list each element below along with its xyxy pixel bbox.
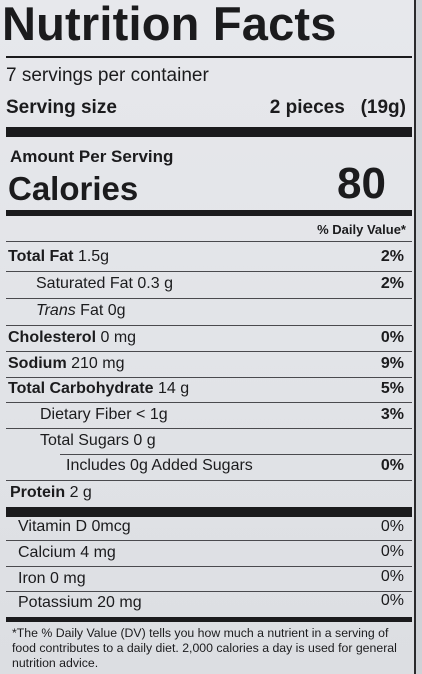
medium-divider <box>6 617 412 622</box>
divider <box>6 402 412 403</box>
nutrient-trans-fat: Trans Fat 0g <box>36 302 126 319</box>
dv-added-sugars: 0% <box>380 457 404 474</box>
dv-cholesterol: 0% <box>380 329 404 346</box>
label-title: Nutrition Facts <box>2 0 337 50</box>
label-border-edge <box>414 0 422 674</box>
divider <box>6 377 412 378</box>
dv-saturated-fat: 2% <box>380 275 404 292</box>
divider <box>6 591 412 592</box>
nutrient-total-carbohydrate: Total Carbohydrate 14 g <box>8 380 190 397</box>
calories-value: 80 <box>337 159 386 208</box>
dv-iron: 0% <box>380 568 404 585</box>
iron: Iron 0 mg <box>18 570 86 587</box>
nutrient-added-sugars: Includes 0g Added Sugars <box>66 457 253 474</box>
divider <box>6 56 412 58</box>
serving-size-label: Serving size <box>6 97 117 118</box>
calcium: Calcium 4 mg <box>18 544 116 561</box>
dv-calcium: 0% <box>380 543 404 560</box>
divider <box>6 351 412 352</box>
nutrient-protein: Protein 2 g <box>10 484 92 501</box>
amount-per-serving: Amount Per Serving <box>10 147 174 166</box>
dv-total-fat: 2% <box>380 248 404 265</box>
servings-per-container: 7 servings per container <box>6 65 209 86</box>
dv-vitamin-d: 0% <box>380 518 404 535</box>
calories-label: Calories <box>8 170 139 207</box>
dv-dietary-fiber: 3% <box>380 406 404 423</box>
dv-potassium: 0% <box>380 592 404 609</box>
nutrient-saturated-fat: Saturated Fat 0.3 g <box>36 275 173 292</box>
divider <box>6 241 412 242</box>
divider <box>6 540 412 541</box>
dv-total-carbohydrate: 5% <box>380 380 404 397</box>
nutrient-cholesterol: Cholesterol 0 mg <box>8 329 137 346</box>
vitamin-d: Vitamin D 0mcg <box>18 518 131 535</box>
nutrient-total-sugars: Total Sugars 0 g <box>40 432 156 449</box>
daily-value-header: % Daily Value* <box>317 222 406 237</box>
divider <box>6 271 412 272</box>
thick-divider <box>6 127 412 137</box>
medium-divider <box>6 210 412 216</box>
nutrient-dietary-fiber: Dietary Fiber < 1g <box>40 406 168 423</box>
divider <box>6 325 412 326</box>
potassium: Potassium 20 mg <box>18 594 142 611</box>
dv-sodium: 9% <box>380 355 404 372</box>
divider <box>6 566 412 567</box>
divider <box>6 298 412 299</box>
footnote: *The % Daily Value (DV) tells you how mu… <box>12 626 397 670</box>
serving-size-value: 2 pieces (19g) <box>269 97 406 118</box>
nutrient-total-fat: Total Fat 1.5g <box>8 248 110 265</box>
nutrient-sodium: Sodium 210 mg <box>8 355 125 372</box>
thick-divider <box>6 507 412 517</box>
divider <box>6 428 412 429</box>
divider <box>60 454 412 455</box>
divider <box>6 480 412 481</box>
